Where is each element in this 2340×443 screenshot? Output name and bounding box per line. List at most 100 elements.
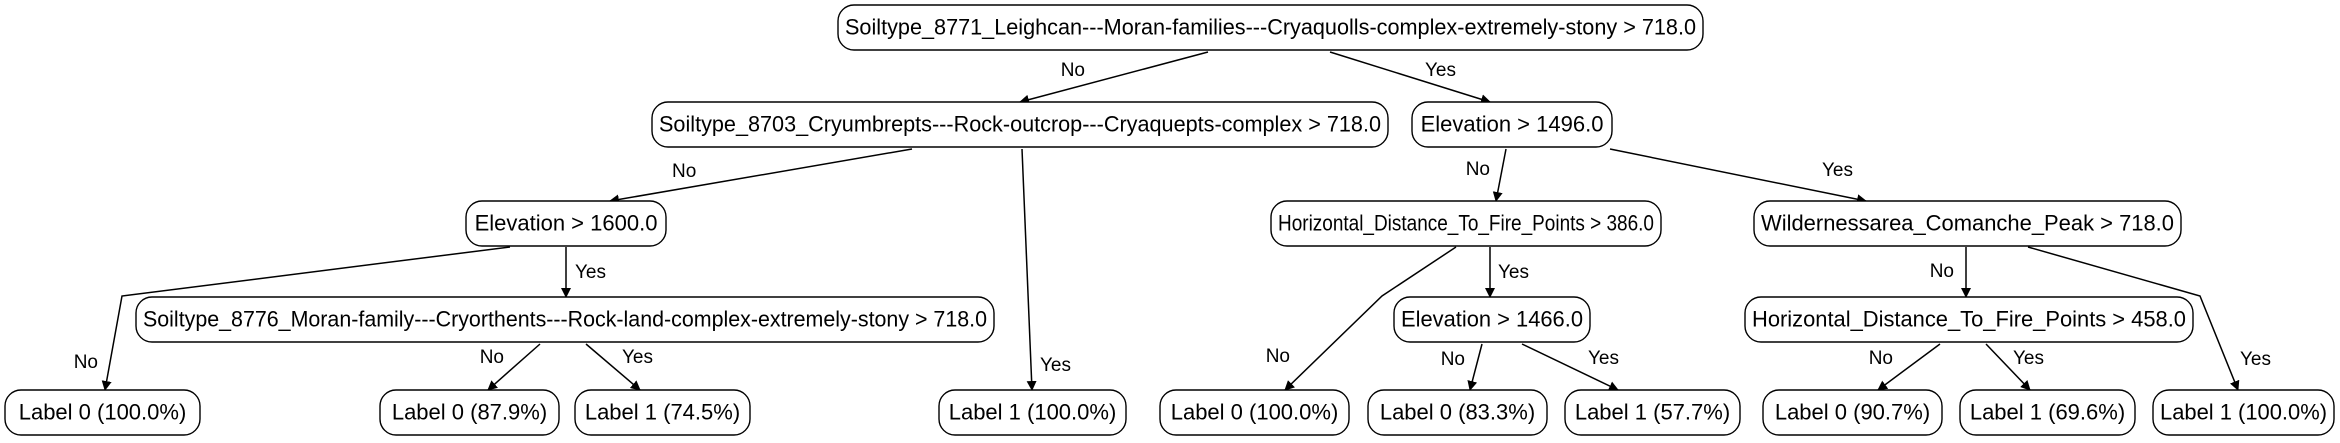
leaf-node-l3: Label 1 (100.0%)	[938, 389, 1127, 436]
edge-label: Yes	[2240, 349, 2271, 370]
edge-label: No	[480, 347, 504, 368]
decision-node-n2: Elevation > 1496.0	[1411, 101, 1613, 148]
edge-label: Yes	[575, 262, 606, 283]
node-box	[4, 389, 201, 436]
edge-n3-n6: Yes	[561, 247, 606, 298]
edge-label: No	[1266, 346, 1290, 367]
edge-n1-l3: Yes	[1021, 148, 1071, 391]
edge-label: No	[1466, 159, 1490, 180]
edge-label: Yes	[1040, 355, 1071, 376]
decision-node-n6: Soiltype_8776_Moran-family---Cryorthents…	[135, 296, 995, 343]
edge-arrow	[1877, 343, 1941, 391]
edge-label: Yes	[1822, 160, 1853, 181]
decision-node-n5: Wildernessarea_Comanche_Peak > 718.0	[1753, 200, 2182, 247]
node-label: Soiltype_8703_Cryumbrepts---Rock-outcrop…	[659, 112, 1381, 137]
node-box	[135, 296, 995, 343]
node-box	[574, 389, 751, 436]
node-label: Elevation > 1496.0	[1421, 112, 1604, 137]
edge-arrow	[585, 343, 641, 391]
edge-n8-l8: Yes	[1985, 343, 2044, 391]
edge-arrow	[609, 148, 913, 205]
edge-arrow	[1467, 343, 1483, 391]
decision-node-n4: Horizontal_Distance_To_Fire_Points > 386…	[1270, 200, 1662, 247]
node-box	[465, 200, 667, 247]
node-box	[1753, 200, 2182, 247]
edge-n4-l4: No	[1266, 246, 1457, 391]
node-label: Label 0 (100.0%)	[1171, 400, 1339, 425]
node-label: Label 0 (90.7%)	[1775, 400, 1930, 425]
node-box	[651, 101, 1389, 148]
edge-label: Yes	[1588, 348, 1619, 369]
node-box	[1393, 296, 1591, 343]
leaf-node-l6: Label 1 (57.7%)	[1564, 389, 1741, 436]
edge-arrow	[1521, 343, 1619, 391]
edge-label: Yes	[1498, 262, 1529, 283]
edge-label: No	[74, 352, 98, 373]
edge-arrow	[1284, 246, 1457, 391]
edge-n2-n5: Yes	[1609, 148, 1867, 205]
node-label: Label 1 (100.0%)	[949, 400, 1117, 425]
edge-arrow	[1021, 148, 1037, 391]
node-box	[2152, 389, 2335, 436]
node-label: Horizontal_Distance_To_Fire_Points > 386…	[1278, 211, 1654, 236]
edge-arrow	[101, 246, 511, 391]
edge-n5-n8: No	[1930, 247, 1971, 298]
edge-arrow	[1329, 51, 1491, 105]
edge-label: No	[1061, 60, 1085, 81]
leaf-node-l0: Label 0 (100.0%)	[4, 389, 201, 436]
edge-n7-l6: Yes	[1521, 343, 1619, 391]
edge-label: Yes	[1425, 60, 1456, 81]
decision-node-n7: Elevation > 1466.0	[1393, 296, 1591, 343]
edge-label: No	[1930, 261, 1954, 282]
edge-arrow	[2027, 246, 2240, 391]
node-label: Wildernessarea_Comanche_Peak > 718.0	[1761, 211, 2174, 236]
node-label: Label 0 (87.9%)	[392, 400, 547, 425]
node-label: Label 1 (100.0%)	[2160, 400, 2327, 425]
edge-n8-l7: No	[1869, 343, 1941, 391]
node-label: Label 0 (100.0%)	[19, 400, 187, 425]
node-box	[1959, 389, 2136, 436]
node-box	[1564, 389, 1741, 436]
node-label: Label 1 (69.6%)	[1970, 400, 2125, 425]
edge-label: No	[672, 161, 696, 182]
edge-n2-n4: No	[1466, 148, 1507, 202]
decision-node-n3: Elevation > 1600.0	[465, 200, 667, 247]
node-box	[1744, 296, 2194, 343]
node-box	[1159, 389, 1350, 436]
node-label: Label 1 (57.7%)	[1575, 400, 1730, 425]
node-box	[1367, 389, 1548, 436]
edge-n6-l2: Yes	[585, 343, 653, 391]
edge-n3-l0: No	[74, 246, 511, 391]
edge-arrow	[1609, 148, 1867, 205]
edge-n0-n2: Yes	[1329, 51, 1491, 105]
node-label: Elevation > 1600.0	[475, 211, 658, 236]
node-label: Soiltype_8771_Leighcan---Moran-families-…	[845, 15, 1696, 40]
edge-arrow	[1019, 51, 1209, 105]
node-box	[1762, 389, 1943, 436]
edge-label: Yes	[2013, 348, 2044, 369]
edge-arrow	[1492, 148, 1507, 202]
edge-n5-l9: Yes	[2027, 246, 2271, 391]
decision-node-n0: Soiltype_8771_Leighcan---Moran-families-…	[837, 4, 1704, 51]
decision-node-n8: Horizontal_Distance_To_Fire_Points > 458…	[1744, 296, 2194, 343]
leaf-node-l2: Label 1 (74.5%)	[574, 389, 751, 436]
node-label: Soiltype_8776_Moran-family---Cryorthents…	[143, 307, 987, 332]
node-label: Label 0 (83.3%)	[1380, 400, 1535, 425]
edge-label: No	[1441, 349, 1465, 370]
edge-n1-n3: No	[609, 148, 913, 205]
node-box	[837, 4, 1704, 51]
edge-n7-l5: No	[1441, 343, 1483, 391]
leaf-node-l5: Label 0 (83.3%)	[1367, 389, 1548, 436]
edge-arrow	[1985, 343, 2031, 391]
decision-node-n1: Soiltype_8703_Cryumbrepts---Rock-outcrop…	[651, 101, 1389, 148]
edge-n4-n7: Yes	[1485, 247, 1529, 298]
node-label: Horizontal_Distance_To_Fire_Points > 458…	[1752, 307, 2186, 332]
leaf-node-l4: Label 0 (100.0%)	[1159, 389, 1350, 436]
leaf-node-l8: Label 1 (69.6%)	[1959, 389, 2136, 436]
leaf-node-l7: Label 0 (90.7%)	[1762, 389, 1943, 436]
node-box	[938, 389, 1127, 436]
node-label: Label 1 (74.5%)	[585, 400, 740, 425]
leaf-node-l9: Label 1 (100.0%)	[2152, 389, 2335, 436]
edges-layer: No Yes No Yes No Yes No Yes No Yes No Yes No Yes No Yes…	[74, 51, 2271, 391]
